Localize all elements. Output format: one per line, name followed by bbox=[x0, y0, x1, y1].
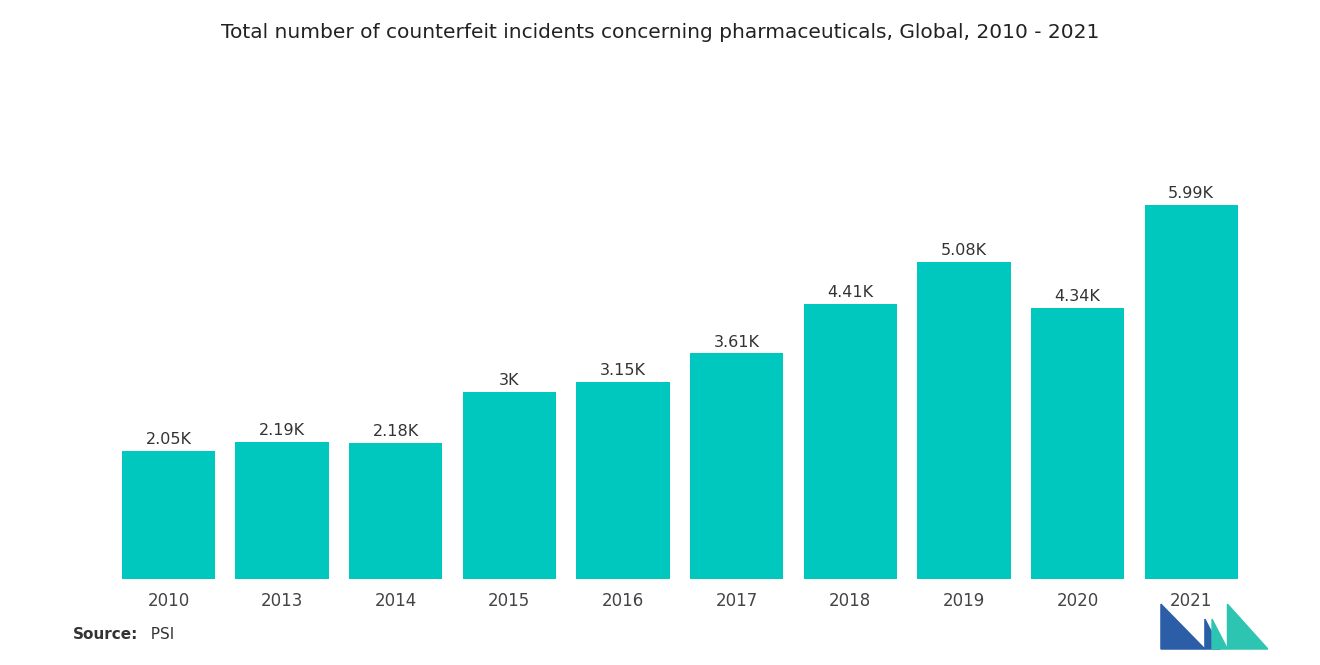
Bar bbox=[690, 354, 783, 579]
Text: 3.61K: 3.61K bbox=[714, 334, 759, 350]
Text: 5.99K: 5.99K bbox=[1168, 186, 1214, 201]
Text: Total number of counterfeit incidents concerning pharmaceuticals, Global, 2010 -: Total number of counterfeit incidents co… bbox=[220, 23, 1100, 43]
Bar bbox=[1144, 205, 1238, 579]
Polygon shape bbox=[1212, 619, 1228, 649]
Text: 3K: 3K bbox=[499, 373, 520, 388]
Bar bbox=[577, 382, 669, 579]
Polygon shape bbox=[1205, 619, 1220, 649]
Polygon shape bbox=[1162, 604, 1205, 649]
Text: 4.34K: 4.34K bbox=[1055, 289, 1101, 304]
Polygon shape bbox=[1228, 604, 1267, 649]
Text: 2.18K: 2.18K bbox=[372, 424, 418, 439]
Text: 5.08K: 5.08K bbox=[941, 243, 987, 258]
Bar bbox=[463, 392, 556, 579]
Text: 4.41K: 4.41K bbox=[828, 285, 874, 300]
Text: 3.15K: 3.15K bbox=[601, 364, 645, 378]
Bar bbox=[348, 443, 442, 579]
Text: 2.05K: 2.05K bbox=[145, 432, 191, 447]
Bar bbox=[917, 262, 1011, 579]
Bar bbox=[1031, 308, 1125, 579]
Text: PSI: PSI bbox=[141, 626, 174, 642]
Text: Source:: Source: bbox=[73, 626, 139, 642]
Bar bbox=[121, 451, 215, 579]
Bar bbox=[804, 304, 896, 579]
Bar bbox=[235, 442, 329, 579]
Text: 2.19K: 2.19K bbox=[259, 424, 305, 438]
